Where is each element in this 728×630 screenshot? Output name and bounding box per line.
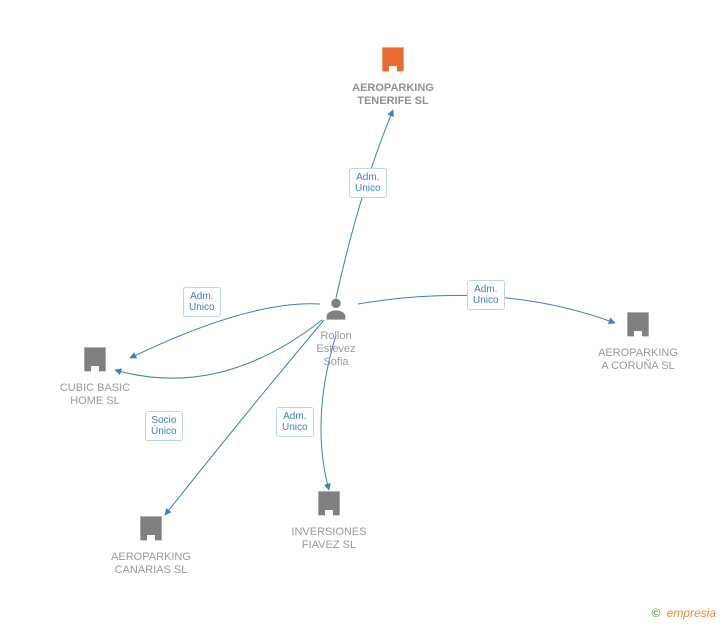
edge-label-center-coruna: Adm. Unico bbox=[467, 280, 505, 310]
node-cubic[interactable]: CUBIC BASIC HOME SL bbox=[45, 342, 145, 408]
node-label-center: Rollon Estevez Sofia bbox=[286, 330, 386, 369]
edge-label-center-tenerife: Adm. Unico bbox=[349, 168, 387, 198]
node-canarias[interactable]: AEROPARKING CANARIAS SL bbox=[101, 511, 201, 577]
node-center[interactable]: Rollon Estevez Sofia bbox=[286, 294, 386, 369]
node-label-canarias: AEROPARKING CANARIAS SL bbox=[101, 551, 201, 577]
edge-label-center-cubic: Adm. Unico bbox=[183, 287, 221, 317]
building-icon bbox=[79, 342, 111, 374]
node-label-fiavez: INVERSIONES FIAVEZ SL bbox=[279, 526, 379, 552]
node-coruna[interactable]: AEROPARKING A CORUÑA SL bbox=[588, 307, 688, 373]
brand-name: empresia bbox=[667, 606, 716, 620]
person-icon bbox=[322, 294, 350, 322]
copyright-symbol: © bbox=[651, 606, 660, 620]
node-label-tenerife: AEROPARKING TENERIFE SL bbox=[343, 82, 443, 108]
node-fiavez[interactable]: INVERSIONES FIAVEZ SL bbox=[279, 486, 379, 552]
node-tenerife[interactable]: AEROPARKING TENERIFE SL bbox=[343, 42, 443, 108]
edge-label-center-cubic: Socio Único bbox=[145, 411, 183, 441]
building-icon bbox=[135, 511, 167, 543]
node-label-cubic: CUBIC BASIC HOME SL bbox=[45, 382, 145, 408]
building-icon bbox=[313, 486, 345, 518]
node-label-coruna: AEROPARKING A CORUÑA SL bbox=[588, 347, 688, 373]
building-icon bbox=[377, 42, 409, 74]
building-icon bbox=[622, 307, 654, 339]
edge-center-tenerife bbox=[336, 110, 393, 298]
edge-label-center-fiavez: Adm. Unico bbox=[276, 407, 314, 437]
watermark: © empresia bbox=[651, 606, 716, 620]
